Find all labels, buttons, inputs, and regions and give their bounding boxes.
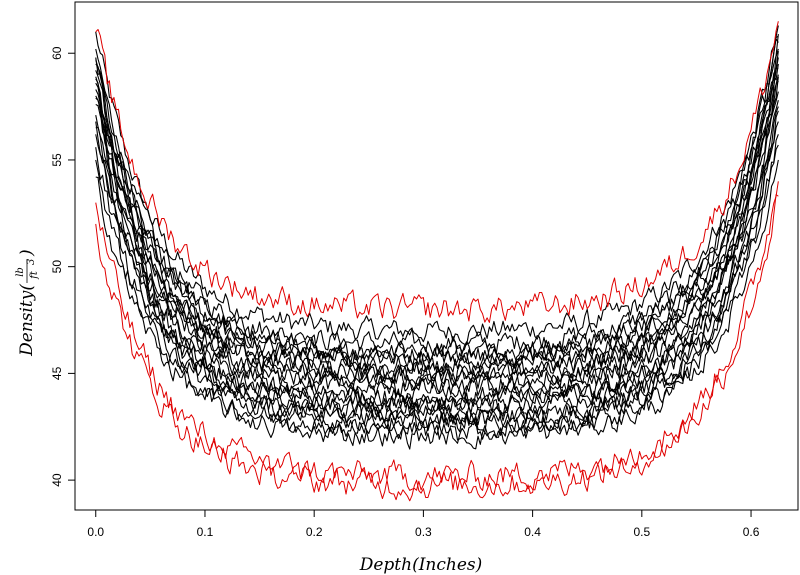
density-series-line — [95, 80, 779, 402]
density-series-line — [95, 33, 779, 369]
x-tick-label: 0.4 — [524, 525, 541, 539]
y-tick-label: 40 — [50, 473, 64, 487]
density-series-line — [95, 63, 779, 386]
x-tick-label: 0.6 — [743, 525, 760, 539]
y-axis-title: Density( lb ft 3 ) — [15, 249, 40, 357]
density-series-line — [95, 51, 779, 388]
x-axis-title: Depth(Inches) — [359, 555, 483, 575]
x-tick-label: 0.1 — [197, 525, 214, 539]
density-series-line — [95, 76, 779, 416]
x-tick-label: 0.2 — [306, 525, 323, 539]
y-axis-title-prefix: Density( — [17, 284, 37, 357]
bound-series-line — [95, 21, 779, 323]
x-tick-label: 0.0 — [87, 525, 104, 539]
density-series-line — [95, 106, 779, 430]
density-series-line — [95, 57, 779, 377]
y-tick-label: 45 — [50, 366, 64, 380]
y-tick-label: 50 — [50, 260, 64, 274]
x-tick-label: 0.5 — [633, 525, 650, 539]
x-tick-label: 0.3 — [415, 525, 432, 539]
density-series-line — [95, 110, 779, 423]
density-series-line — [95, 134, 779, 437]
density-series-line — [95, 35, 779, 358]
bound-series-line — [95, 181, 779, 491]
y-axis: 40 45 50 55 60 — [50, 46, 76, 487]
density-series-line — [95, 25, 779, 346]
y-tick-label: 55 — [50, 153, 64, 167]
y-axis-title-numerator: lb — [15, 267, 26, 277]
y-axis-title-exponent: 3 — [26, 259, 37, 265]
density-series-line — [95, 74, 779, 399]
y-tick-label: 60 — [50, 46, 64, 60]
density-series-line — [95, 67, 779, 392]
x-axis: 0.0 0.1 0.2 0.3 0.4 0.5 0.6 — [87, 509, 760, 539]
y-axis-title-suffix: ) — [17, 249, 37, 257]
density-series-line — [95, 159, 779, 450]
bound-series-line — [95, 194, 779, 502]
y-axis-title-denominator: ft — [29, 270, 40, 280]
density-series-line — [95, 38, 779, 367]
series-layer — [95, 21, 779, 502]
